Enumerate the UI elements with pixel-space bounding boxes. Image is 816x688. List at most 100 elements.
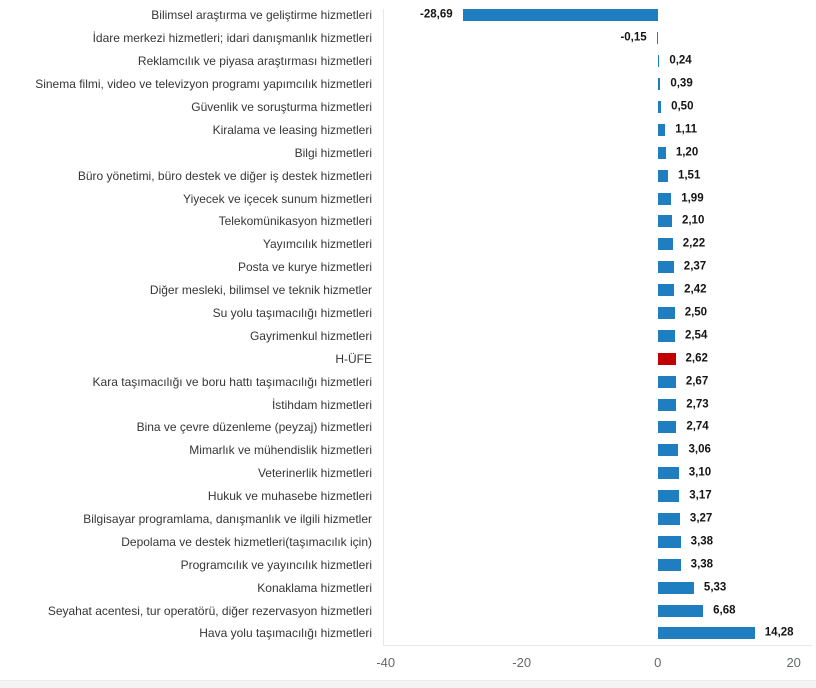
value-label: 14,28	[764, 626, 794, 639]
bar[interactable]	[657, 535, 681, 548]
bar-row: Telekomünikasyon hizmetleri 2,10	[0, 210, 810, 233]
value-label: 1,51	[677, 168, 701, 181]
bar-track: 3,27	[383, 508, 810, 531]
bar[interactable]	[657, 101, 662, 113]
bar-track: 14,28	[383, 622, 810, 645]
bar[interactable]	[657, 146, 666, 159]
value-label: 2,62	[685, 352, 708, 365]
value-label: 3,38	[690, 558, 714, 571]
category-label: İdare merkezi hizmetleri; idari danışman…	[92, 31, 372, 46]
bar[interactable]	[657, 604, 704, 617]
bar-row: Hukuk ve muhasebe hizmetleri 3,17	[0, 485, 810, 508]
value-label: 3,17	[689, 489, 712, 502]
bar-row: Diğer mesleki, bilimsel ve teknik hizmet…	[0, 279, 810, 302]
bar-track: 2,10	[383, 210, 810, 233]
bar-track: 2,74	[383, 416, 810, 439]
x-tick-label: -40	[376, 655, 396, 670]
bar[interactable]	[657, 307, 675, 320]
bar-row: Konaklama hizmetleri 5,33	[0, 576, 810, 599]
bar-row: Gayrimenkul hizmetleri 2,54	[0, 324, 810, 347]
bar-row: Reklamcılık ve piyasa araştırması hizmet…	[0, 50, 810, 73]
bar-row: Kiralama ve leasing hizmetleri 1,11	[0, 118, 810, 141]
bar[interactable]	[657, 581, 694, 594]
value-label: 2,10	[681, 214, 705, 227]
bar[interactable]	[657, 169, 668, 182]
category-label: İstihdam hizmetleri	[271, 397, 372, 412]
category-label: Bina ve çevre düzenleme (peyzaj) hizmetl…	[136, 420, 372, 435]
bar-track: 6,68	[383, 599, 810, 622]
bar-row: Bina ve çevre düzenleme (peyzaj) hizmetl…	[0, 416, 810, 439]
category-label: Reklamcılık ve piyasa araştırması hizmet…	[137, 54, 372, 69]
bar-track: 0,39	[383, 73, 810, 96]
bar-track: 2,37	[383, 256, 810, 279]
value-label: -28,69	[420, 8, 453, 21]
bar[interactable]	[657, 513, 680, 526]
bar[interactable]	[657, 215, 672, 228]
bar-row: Programcılık ve yayıncılık hizmetleri 3,…	[0, 553, 810, 576]
bar[interactable]	[657, 123, 666, 136]
category-label: Hukuk ve muhasebe hizmetleri	[207, 489, 372, 504]
x-tick-label: 0	[654, 655, 662, 670]
category-label: Gayrimenkul hizmetleri	[249, 328, 372, 343]
category-label: Posta ve kurye hizmetleri	[237, 260, 372, 275]
category-label: Programcılık ve yayıncılık hizmetleri	[180, 557, 372, 572]
value-label: 1,99	[681, 191, 704, 204]
value-label: -0,15	[620, 31, 647, 44]
value-label: 2,74	[686, 420, 709, 433]
bar-track: 3,38	[383, 530, 810, 553]
category-label: Telekomünikasyon hizmetleri	[218, 214, 372, 229]
y-axis-line	[383, 9, 384, 645]
category-label: Güvenlik ve soruşturma hizmetleri	[191, 100, 372, 114]
bar-track: 3,06	[383, 439, 810, 462]
category-label: Büro yönetimi, büro destek ve diğer iş d…	[77, 168, 372, 183]
bar[interactable]	[657, 421, 677, 434]
category-label: Depolama ve destek hizmetleri(taşımacılı…	[121, 534, 372, 549]
bar[interactable]	[657, 558, 681, 571]
bar-row: H-ÜFE 2,62	[0, 347, 810, 370]
value-label: 2,22	[682, 237, 706, 250]
bar[interactable]	[657, 398, 677, 411]
bar[interactable]	[657, 192, 672, 205]
value-label: 2,50	[684, 306, 708, 319]
category-label: Konaklama hizmetleri	[257, 580, 372, 595]
bar[interactable]	[657, 261, 674, 274]
bar[interactable]	[657, 375, 676, 388]
value-label: 2,67	[685, 374, 709, 387]
bar[interactable]	[657, 55, 660, 68]
bar[interactable]	[657, 284, 675, 297]
bar-track: 2,62	[383, 347, 810, 370]
bar-track: 2,67	[383, 370, 810, 393]
bar[interactable]	[657, 444, 679, 457]
value-label: 3,27	[689, 512, 713, 525]
category-label: Bilgi hizmetleri	[294, 145, 372, 160]
bar[interactable]	[462, 9, 658, 22]
bar[interactable]	[657, 490, 680, 503]
bar-row: Güvenlik ve soruşturma hizmetleri 0,50	[0, 96, 810, 119]
bar[interactable]	[657, 78, 661, 91]
value-label: 2,42	[684, 283, 707, 296]
bar[interactable]	[657, 467, 679, 480]
bar-track: 5,33	[383, 576, 810, 599]
bar[interactable]	[657, 627, 755, 640]
category-label: Kara taşımacılığı ve boru hattı taşımacı…	[92, 374, 372, 389]
bar[interactable]	[657, 238, 673, 251]
bar-track: 2,22	[383, 233, 810, 256]
bar-row: Depolama ve destek hizmetleri(taşımacılı…	[0, 530, 810, 553]
category-label: Hava yolu taşımacılığı hizmetleri	[199, 626, 372, 641]
bar-row: Seyahat acentesi, tur operatörü, diğer r…	[0, 599, 810, 622]
value-label: 0,50	[671, 100, 694, 113]
category-label: Kiralama ve leasing hizmetleri	[212, 122, 372, 137]
chart-rows: Bilimsel araştırma ve geliştirme hizmetl…	[0, 4, 810, 645]
bar-row: Su yolu taşımacılığı hizmetleri 2,50	[0, 302, 810, 325]
bar[interactable]	[656, 32, 659, 45]
bar[interactable]	[657, 329, 675, 342]
bar-track: 1,11	[383, 118, 810, 141]
category-label: Yiyecek ve içecek sunum hizmetleri	[183, 191, 372, 206]
bar-track: 1,99	[383, 187, 810, 210]
bar[interactable]	[657, 352, 676, 365]
value-label: 3,10	[688, 466, 712, 479]
bar-row: Bilgi hizmetleri 1,20	[0, 141, 810, 164]
x-axis-ticks: -40 -20 0 20	[0, 655, 816, 673]
x-tick-label: -20	[512, 655, 532, 670]
